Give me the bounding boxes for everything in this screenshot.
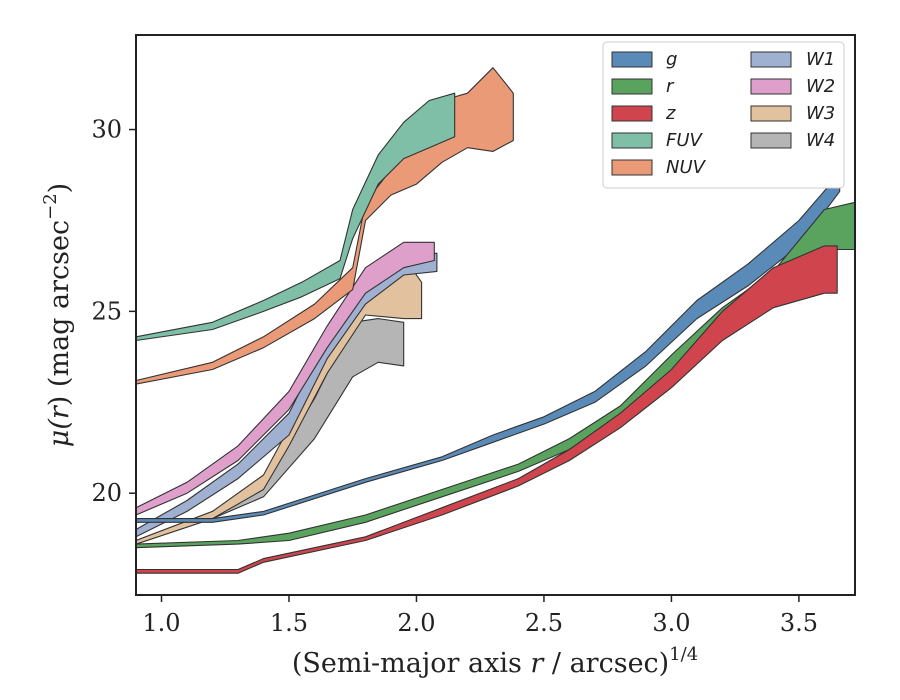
x-tick-label: 3.0	[652, 609, 690, 637]
x-tick-label: 2.0	[397, 609, 435, 637]
legend-swatch-fuv	[611, 132, 653, 149]
ticks-layer: 1.0 1.5 2.0 2.5 3.0 3.5 20 25 30	[91, 116, 818, 637]
legend-label-w1: W1	[806, 49, 835, 70]
x-tick-label: 2.5	[525, 609, 563, 637]
legend-label-r: r	[666, 76, 675, 97]
legend-label-w4: W4	[806, 130, 835, 151]
legend-swatch-w4	[750, 132, 792, 149]
legend-label-z: z	[665, 103, 676, 124]
legend-swatch-z	[611, 105, 653, 122]
plot-frame	[135, 34, 856, 596]
y-tick-label: 25	[91, 297, 122, 325]
legend-label-g: g	[666, 49, 677, 70]
legend-swatch-w2	[750, 78, 792, 95]
band-w1	[135, 252, 438, 538]
y-tick-label: 30	[91, 116, 122, 144]
x-tick-label: 3.5	[780, 609, 818, 637]
legend-swatch-w3	[750, 105, 792, 122]
y-tick-label: 20	[91, 479, 122, 507]
y-axis-title: μ(r) (mag arcsec−2)	[40, 183, 75, 447]
legend-swatch-r	[611, 78, 653, 95]
legend-label-w3: W3	[806, 103, 835, 124]
band-w3	[135, 256, 423, 545]
legend-swatch-w1	[750, 51, 792, 68]
legend-label-fuv: FUV	[666, 130, 704, 151]
legend-items: grz FUV NUV W1 W2 W3 W4	[611, 49, 835, 178]
legend-swatch-nuv	[611, 159, 653, 176]
x-tick-label: 1.0	[142, 609, 180, 637]
legend-label-w2: W2	[806, 76, 835, 97]
band-z	[135, 245, 838, 574]
legend-label-nuv: NUV	[666, 157, 707, 178]
x-tick-label: 1.5	[270, 609, 308, 637]
legend: grz FUV NUV W1 W2 W3 W4	[602, 41, 845, 189]
x-axis-title: (Semi-major axis r / arcsec)1/4	[292, 644, 698, 679]
band-fuv	[135, 92, 456, 342]
legend-swatch-g	[611, 51, 653, 68]
band-w2	[135, 241, 435, 516]
